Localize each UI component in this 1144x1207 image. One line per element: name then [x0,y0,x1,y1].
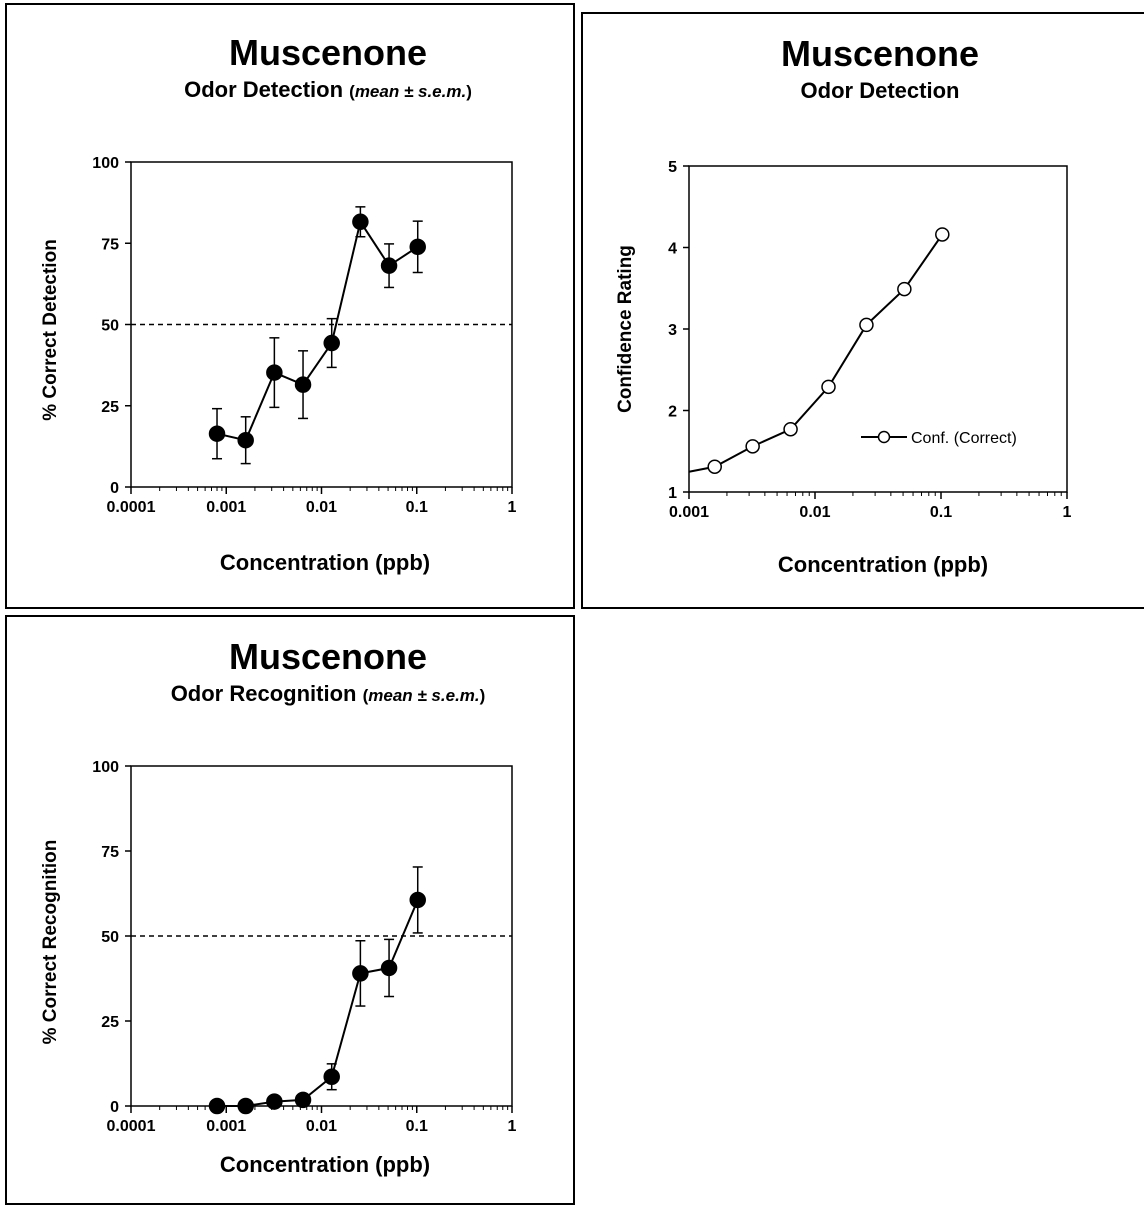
x-axis-title: Concentration (ppb) [220,1152,430,1177]
y-tick-label: 100 [92,759,119,776]
data-point [323,334,340,352]
data-point [897,281,912,297]
y-tick-label: 3 [668,322,677,339]
y-tick-label: 100 [92,155,119,172]
x-tick-label: 1 [508,499,517,516]
data-point [783,421,798,437]
y-axis-title: Confidence Rating [615,245,636,413]
data-point [294,376,312,393]
data-point [352,965,369,982]
legend-marker [877,430,891,444]
chart-subtitle-main: Odor Detection [184,77,343,102]
data-point [208,425,226,442]
confidence-chart: Muscenone Odor Detection Concentration (… [615,33,1072,577]
x-tick-label: 0.0001 [107,499,156,516]
data-point [380,257,398,274]
x-tick-label: 1 [1063,504,1072,521]
y-tick-label: 50 [101,929,119,946]
y-tick-label: 2 [668,404,677,421]
chart-title: Muscenone [229,636,427,677]
data-point [208,1097,226,1115]
y-tick-label: 0 [110,1099,119,1116]
data-point [294,1091,312,1109]
recognition-chart-panel: Muscenone Odor Recognition (mean ± s.e.m… [5,615,575,1205]
y-tick-label: 75 [101,236,119,253]
series-line [216,219,419,442]
x-tick-label: 0.1 [406,499,428,516]
chart-subtitle: Odor Detection (mean ± s.e.m.) [184,77,472,102]
chart-subtitle: Odor Recognition (mean ± s.e.m.) [171,681,486,706]
paren-open: ( [363,686,369,705]
paren-open: ( [349,82,355,101]
x-tick-label: 0.1 [406,1118,428,1135]
data-point [859,317,874,333]
y-tick-label: 1 [668,485,677,502]
data-point [352,213,369,231]
data-point [935,227,950,242]
data-point [266,364,283,381]
chart-subtitle-note: mean ± s.e.m. [355,82,466,101]
paren-close: ) [466,82,472,101]
y-tick-label: 25 [101,1014,119,1031]
data-point [409,891,426,909]
x-axis-title: Concentration (ppb) [220,550,430,575]
data-point [821,379,836,395]
y-tick-label: 0 [110,480,119,497]
x-tick-label: 0.01 [306,499,337,516]
legend-label: Conf. (Correct) [911,430,1017,447]
chart-subtitle-main: Odor Recognition [171,681,357,706]
y-tick-label: 50 [101,318,119,335]
x-tick-label: 0.01 [799,504,830,521]
y-tick-label: 4 [668,241,677,258]
data-point [323,1068,340,1086]
chart-legend: Conf. (Correct) [861,430,1017,447]
y-tick-label: 75 [101,844,119,861]
chart-subtitle: Odor Detection [801,78,960,103]
chart-subtitle-note: mean ± s.e.m. [368,686,479,705]
detection-chart: Muscenone Odor Detection (mean ± s.e.m.)… [40,32,517,575]
data-point [380,959,398,977]
recognition-chart: Muscenone Odor Recognition (mean ± s.e.m… [40,636,517,1177]
data-point [409,238,426,256]
chart-title: Muscenone [781,33,979,74]
x-tick-label: 0.0001 [107,1118,156,1135]
y-axis-title: % Correct Detection [40,239,61,421]
series-line [217,899,419,1107]
data-point [707,459,722,474]
x-tick-label: 1 [508,1118,517,1135]
x-tick-label: 0.1 [930,504,952,521]
data-point [266,1093,283,1110]
x-tick-label: 0.01 [306,1118,337,1135]
y-tick-label: 25 [101,399,119,416]
confidence-chart-panel: Muscenone Odor Detection Concentration (… [581,12,1144,609]
data-point [237,1097,254,1115]
x-axis-title: Concentration (ppb) [778,552,988,577]
y-tick-label: 5 [668,159,677,176]
chart-title: Muscenone [229,32,427,73]
data-point [745,439,760,454]
x-tick-label: 0.001 [206,1118,246,1135]
paren-close: ) [480,686,486,705]
x-tick-label: 0.001 [669,504,709,521]
x-tick-label: 0.001 [206,499,246,516]
data-point [237,431,254,449]
y-axis-title: % Correct Recognition [40,840,61,1045]
detection-chart-panel: Muscenone Odor Detection (mean ± s.e.m.)… [5,3,575,609]
